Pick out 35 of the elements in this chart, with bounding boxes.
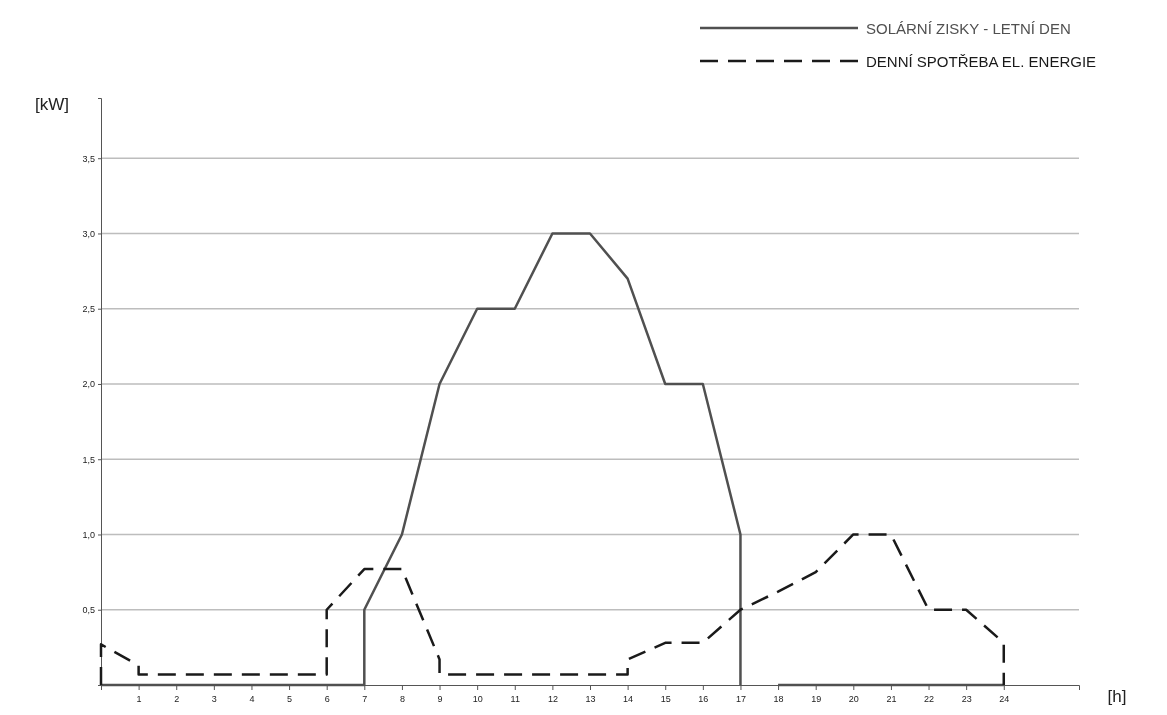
x-tick-label: 14 bbox=[623, 694, 634, 705]
y-tick-label: 1,5 bbox=[82, 454, 95, 465]
y-tick-label: 2,0 bbox=[82, 379, 95, 390]
x-tick-label: 3 bbox=[211, 694, 217, 705]
x-tick-label: 16 bbox=[698, 694, 709, 705]
x-tick-label: 4 bbox=[249, 694, 255, 705]
x-tick-label: 18 bbox=[773, 694, 784, 705]
x-tick-label: 23 bbox=[961, 694, 972, 705]
x-tick-label: 22 bbox=[924, 694, 935, 705]
y-tick-label: 1,0 bbox=[82, 529, 95, 540]
y-tick-label: 0,5 bbox=[82, 605, 95, 616]
x-tick-label: 20 bbox=[848, 694, 859, 705]
x-tick-label: 12 bbox=[547, 694, 558, 705]
x-tick-label: 24 bbox=[999, 694, 1010, 705]
x-tick-label: 21 bbox=[886, 694, 897, 705]
x-tick-label: 7 bbox=[362, 694, 368, 705]
y-axis-title: [kW] bbox=[35, 95, 69, 114]
x-tick-label: 6 bbox=[324, 694, 330, 705]
x-tick-label: 17 bbox=[735, 694, 746, 705]
x-tick-label: 5 bbox=[287, 694, 293, 705]
y-tick-label: 3,5 bbox=[82, 153, 95, 164]
x-tick-label: 19 bbox=[811, 694, 822, 705]
y-tick-label: 2,5 bbox=[82, 304, 95, 315]
x-tick-label: 11 bbox=[510, 694, 520, 705]
x-tick-label: 15 bbox=[660, 694, 671, 705]
x-tick-label: 8 bbox=[399, 694, 405, 705]
x-tick-label: 1 bbox=[136, 694, 142, 705]
y-tick-label: 3,0 bbox=[82, 228, 95, 239]
text: DENNÍ SPOTŘEBA EL. ENERGIE bbox=[866, 53, 1097, 70]
x-axis-title: [h] bbox=[1107, 687, 1127, 706]
x-tick-label: 2 bbox=[174, 694, 180, 705]
x-tick-label: 13 bbox=[585, 694, 596, 705]
x-tick-label: 9 bbox=[437, 694, 443, 705]
text: SOLÁRNÍ ZISKY - LETNÍ DEN bbox=[866, 20, 1071, 37]
x-tick-label: 10 bbox=[472, 694, 483, 705]
